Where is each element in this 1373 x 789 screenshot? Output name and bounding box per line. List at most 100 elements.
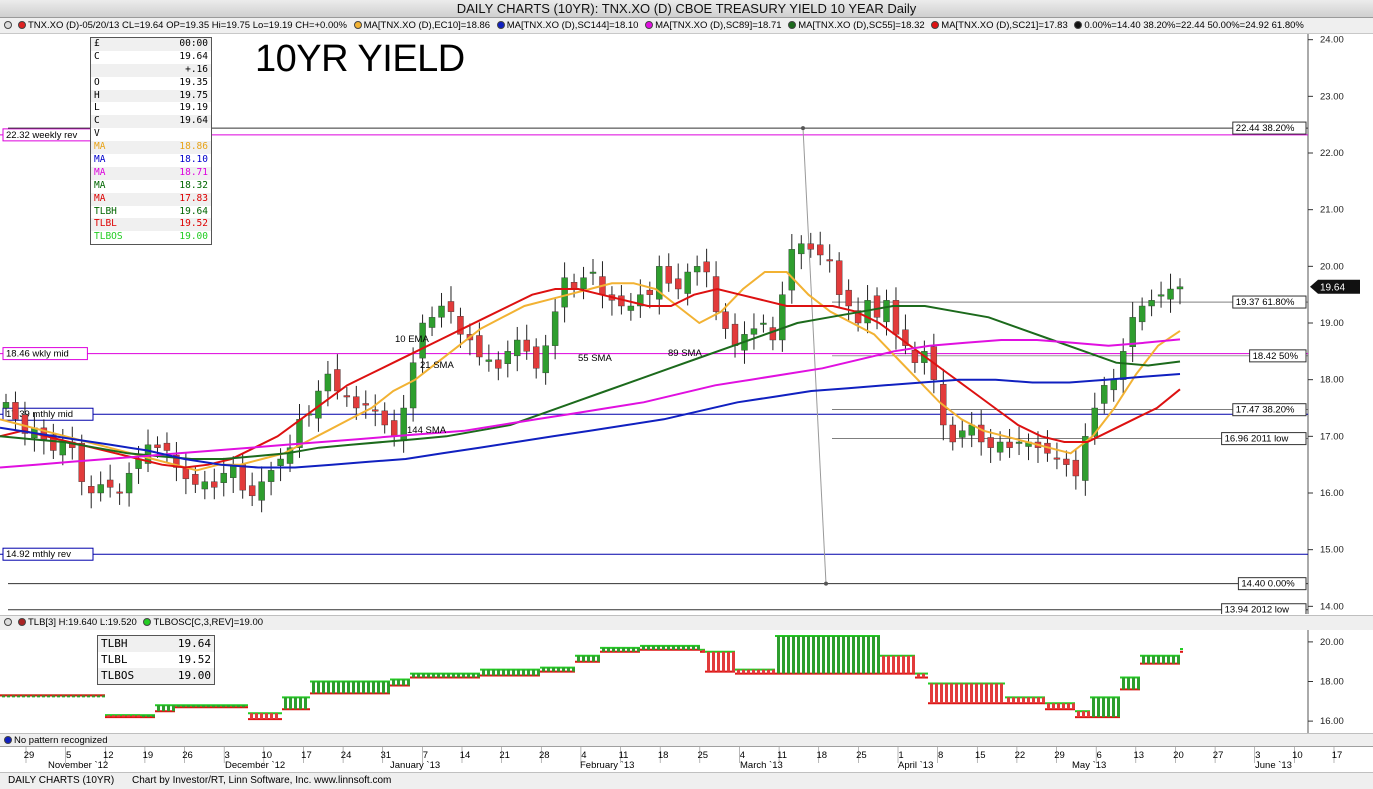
- tlb-bar: [1127, 677, 1130, 690]
- y-tick-label: 16.00: [1320, 488, 1344, 499]
- date-tick-label: 10: [262, 750, 273, 761]
- data-value: 18.10: [179, 154, 208, 166]
- fib-anchor-point: [801, 126, 805, 131]
- fib-anchor-line: [802, 128, 827, 584]
- candle-body: [428, 317, 436, 328]
- tlb-bar: [930, 683, 933, 704]
- tlb-bar: [592, 655, 595, 662]
- candle-body: [826, 259, 833, 262]
- y-tick-label: 23.00: [1320, 91, 1344, 102]
- tlb-bar: [437, 673, 440, 678]
- tlb-bar: [182, 705, 185, 708]
- indicator-row: TLBH 19.64: [98, 636, 214, 652]
- indicator-y-label: 18.00: [1320, 677, 1344, 688]
- quote-header: TNX.XO (D)-05/20/13 CL=19.64 OP=19.35 Hi…: [0, 18, 1373, 34]
- candle-body: [381, 410, 388, 426]
- tlb-bar: [817, 635, 820, 674]
- ma89-swatch: [645, 21, 654, 29]
- candle-body: [551, 311, 559, 346]
- indicator-value: 19.52: [177, 653, 211, 666]
- date-tick-label: 26: [182, 750, 193, 761]
- tlb-bar: [275, 713, 278, 720]
- candle-body: [1082, 436, 1089, 481]
- tlb-bar: [102, 695, 105, 698]
- tlb-bar: [567, 667, 570, 672]
- tlb-bar: [1137, 677, 1140, 690]
- tlb-bar: [517, 669, 520, 676]
- candle-body: [987, 437, 994, 448]
- tlb-bar: [127, 715, 130, 718]
- data-value: 19.35: [179, 76, 208, 88]
- tlb-bar: [1037, 697, 1040, 704]
- tlb-bar: [985, 683, 988, 704]
- candle-body: [760, 322, 767, 325]
- tlb-bar: [527, 669, 530, 676]
- ma21-swatch: [931, 21, 940, 29]
- date-tick-label: 8: [938, 750, 943, 761]
- price-chart[interactable]: 14.00 15.00 16.00 17.00 18.00 19.00 20.00 21.00…: [0, 34, 1373, 614]
- tlb-bar: [462, 673, 465, 678]
- ma10-swatch: [353, 21, 362, 29]
- tlb-bar: [737, 669, 740, 674]
- data-key: TLBH: [94, 205, 117, 217]
- y-tick-label: 20.00: [1320, 261, 1344, 272]
- tlb-bar: [1067, 703, 1070, 710]
- tlb-bar: [1117, 697, 1120, 718]
- tlb-bar: [472, 673, 475, 678]
- ma-line-sma144: [0, 373, 1181, 469]
- tlb-bar: [507, 669, 510, 676]
- tlb-bar: [387, 681, 390, 694]
- data-value: +.16: [185, 63, 208, 75]
- tlb-bar: [197, 705, 200, 708]
- data-key: MA: [94, 192, 106, 204]
- data-row: TLBH 19.64: [91, 206, 211, 219]
- tlb-bar: [1017, 697, 1020, 704]
- tlb-bar: [377, 681, 380, 694]
- tlb-bar: [707, 651, 710, 672]
- tlb-bar: [687, 645, 690, 650]
- candle-body: [627, 305, 635, 311]
- tlb-bar: [877, 635, 880, 674]
- candle-body: [580, 277, 587, 290]
- tlb-bar: [467, 673, 470, 678]
- date-tick-label: 4: [740, 750, 745, 761]
- tlb-bar: [1122, 677, 1125, 690]
- data-key: £: [94, 38, 100, 49]
- candle-body: [258, 481, 265, 501]
- date-tick-label: 27: [1213, 750, 1224, 761]
- tlb-bar: [357, 681, 360, 694]
- tlb-bar: [757, 669, 760, 674]
- tlb-bar: [1167, 655, 1170, 664]
- candle-body: [97, 484, 104, 494]
- date-tick-label: 18: [816, 750, 827, 761]
- data-key: C: [94, 115, 100, 127]
- indicator-close-icon[interactable]: [4, 618, 12, 626]
- tlb-bar: [787, 635, 790, 674]
- data-key: O: [94, 76, 100, 88]
- candle-body: [286, 447, 294, 464]
- tlb-bar: [52, 695, 55, 698]
- tlb-bar: [965, 683, 968, 704]
- tlb-bar: [1102, 697, 1105, 718]
- candle-body: [675, 278, 682, 290]
- tlb-text: TLB[3] H:19.640 L:19.520: [28, 617, 137, 628]
- data-row: +.16: [91, 63, 211, 77]
- tlb-bar: [427, 673, 430, 678]
- tlb-bar: [37, 695, 40, 698]
- fib-label-box: [1221, 432, 1307, 446]
- tlb-bar: [12, 695, 15, 698]
- three-line-break-chart[interactable]: 20.00 18.00 16.00: [0, 630, 1373, 733]
- close-icon[interactable]: [4, 21, 12, 29]
- candle-body: [532, 346, 540, 369]
- tlb-bar: [492, 669, 495, 676]
- indicator-data-window: TLBH 19.64 TLBL 19.52 TLBOS 19.00: [97, 635, 215, 685]
- tlb-bar: [47, 695, 50, 698]
- tlb-bar: [32, 695, 35, 698]
- tlb-bar: [742, 669, 745, 674]
- candle-body: [362, 403, 369, 406]
- tlb-bar: [250, 713, 253, 720]
- data-row: V: [91, 128, 211, 141]
- candle-body: [50, 434, 57, 451]
- date-tick-label: 3: [225, 750, 230, 761]
- data-key: H: [94, 89, 100, 101]
